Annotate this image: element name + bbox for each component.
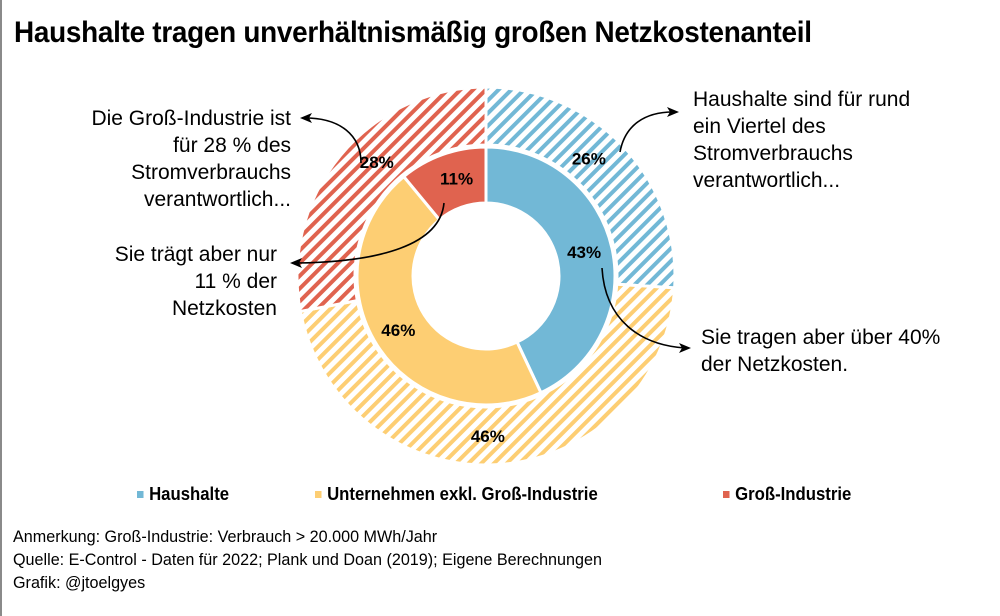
legend-swatch <box>723 491 730 498</box>
legend-item-gross-industrie: Groß-Industrie <box>723 484 851 505</box>
annotation-line: 11 % der <box>194 270 278 293</box>
inner-label-gross-industrie: 11% <box>440 169 473 188</box>
annotation-line: der Netzkosten. <box>701 353 849 376</box>
frame-border <box>0 0 2 616</box>
inner-segment-gross-industrie <box>401 145 488 222</box>
annotation-line: Stromverbrauchs <box>131 161 291 184</box>
inner-segment-haushalte <box>484 145 617 395</box>
arrowhead-icon <box>290 258 302 268</box>
annotation-line: Haushalte sind für rund <box>693 88 911 111</box>
annotation-industry-consumption: Die Groß-Industrie ist für 28 % des Stro… <box>91 105 291 213</box>
footer-notes: Anmerkung: Groß-Industrie: Verbrauch > 2… <box>13 525 602 594</box>
annotation-households-consumption: Haushalte sind für rund ein Viertel des … <box>693 86 910 194</box>
arrow-industry-consumption <box>304 117 362 164</box>
footer-source: Quelle: E-Control - Daten für 2022; Plan… <box>13 550 602 569</box>
annotation-line: für 28 % des <box>173 134 291 157</box>
outer-label-unternehmen: 46% <box>471 427 505 446</box>
legend-swatch <box>137 491 144 498</box>
annotation-line: verantwortlich... <box>693 169 841 192</box>
annotation-line: Die Groß-Industrie ist <box>91 107 291 130</box>
footer-note: Anmerkung: Groß-Industrie: Verbrauch > 2… <box>13 527 438 546</box>
footer-credit: Grafik: @jtoelgyes <box>13 573 146 592</box>
annotation-line: ein Viertel des <box>693 115 826 138</box>
annotation-households-costs: Sie tragen aber über 40% der Netzkosten. <box>701 324 940 378</box>
inner-label-haushalte: 43% <box>567 243 601 262</box>
legend-item-haushalte: Haushalte <box>137 484 229 505</box>
annotation-line: Sie tragen aber über 40% <box>701 326 941 349</box>
inner-segment-unternehmen <box>355 174 543 407</box>
arrow-households-consumption <box>619 111 674 153</box>
arrow-industry-costs <box>295 202 445 264</box>
inner-label-unternehmen: 46% <box>381 321 415 340</box>
inner-ring-grid-costs <box>355 145 617 407</box>
annotation-line: Netzkosten <box>171 297 277 320</box>
annotation-industry-costs: Sie trägt aber nur 11 % der Netzkosten <box>115 241 277 322</box>
legend-swatch <box>315 491 322 498</box>
segment-labels: 43% 46% 11% 26% 46% 28% <box>360 150 606 446</box>
outer-label-gross-industrie: 28% <box>360 153 394 172</box>
annotation-arrows <box>290 107 691 353</box>
arrowhead-icon <box>300 113 312 123</box>
outer-segment-unternehmen <box>298 282 677 467</box>
outer-ring-consumption <box>295 85 677 467</box>
legend-item-unternehmen: Unternehmen exkl. Groß-Industrie <box>315 484 598 505</box>
chart-title: Haushalte tragen unverhältnismäßig große… <box>14 16 812 49</box>
outer-label-haushalte: 26% <box>572 150 606 169</box>
annotation-line: verantwortlich... <box>143 188 291 211</box>
legend-label: Haushalte <box>149 484 230 504</box>
arrowhead-icon <box>667 107 679 117</box>
annotation-line: Stromverbrauchs <box>693 142 853 165</box>
legend-label: Groß-Industrie <box>735 484 852 504</box>
arrow-households-costs <box>601 267 686 349</box>
legend-label: Unternehmen exkl. Groß-Industrie <box>327 484 598 504</box>
outer-segment-gross-industrie <box>295 85 488 314</box>
arrowhead-icon <box>679 343 691 353</box>
annotation-line: Sie trägt aber nur <box>114 243 277 266</box>
